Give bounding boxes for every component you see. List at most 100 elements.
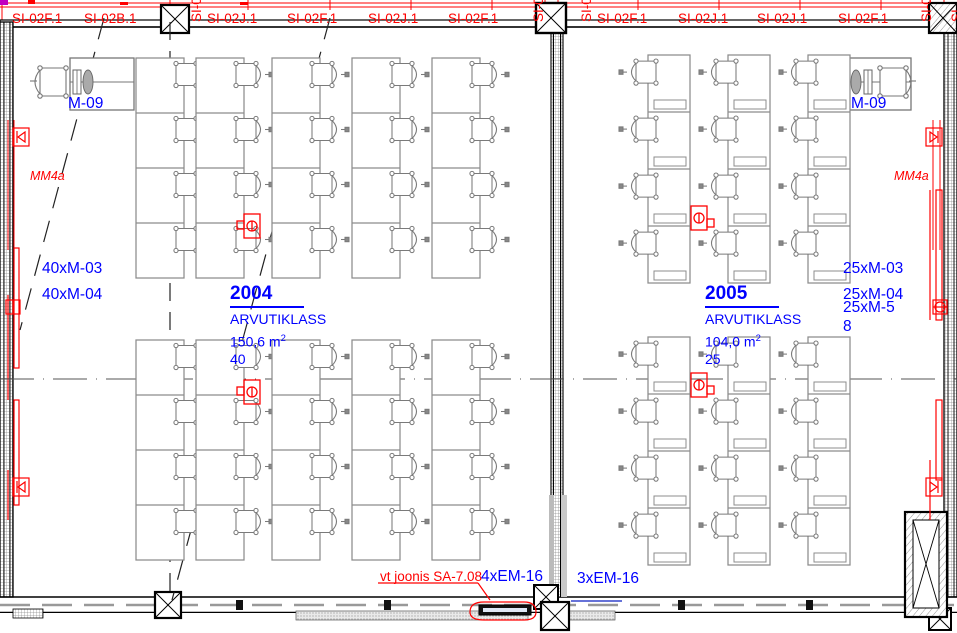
wall-tag-9: SI-02F.1: [838, 11, 889, 26]
desk-bank: [698, 54, 771, 284]
chair-symbol: [698, 454, 739, 482]
chair-symbol: [618, 454, 659, 482]
top-left-markers: [0, 0, 248, 5]
equipment-label-25xm-03-2: 25xM-03: [843, 260, 904, 277]
desk-bank: [778, 336, 851, 566]
bottom-label-1: 4xEM-16: [481, 568, 544, 585]
chair-symbol: [778, 58, 819, 86]
equipment-label-m-09-7: M-09: [851, 95, 887, 112]
chair-symbol: [309, 452, 350, 481]
chair-symbol: [389, 452, 430, 481]
chair-symbol: [778, 397, 819, 425]
chair-symbol: [469, 397, 510, 426]
chair-symbol: [698, 397, 739, 425]
bottom-label-2: 3xEM-16: [577, 570, 640, 587]
chair-symbol: [778, 340, 819, 368]
chair-symbol: [233, 115, 274, 144]
chair-symbol: [469, 115, 510, 144]
chair-symbol: [389, 170, 430, 199]
bottom-callout-leader: [378, 582, 537, 621]
vertical-wall-tag-1: SI-02A.1: [531, 0, 546, 22]
chair-symbol: [309, 225, 350, 254]
equipment-label-40xm-03-0: 40xM-03: [42, 260, 103, 277]
desk-bank: [778, 54, 851, 284]
top-wall: [0, 19, 957, 28]
chair-symbol: [618, 397, 659, 425]
equipment-label-25xm-04-3: 25xM-04: [843, 286, 904, 303]
chair-symbol: [698, 172, 739, 200]
chair-symbol: [309, 507, 350, 536]
chair-symbol: [698, 511, 739, 539]
vertical-wall-tag-3: SI-02A.1: [919, 0, 934, 22]
chair-symbol: [698, 340, 739, 368]
mm-tag-1: MM4a: [894, 169, 929, 183]
desk-bank: [271, 57, 350, 279]
structural-columns: [153, 1, 957, 632]
room-number-2005: 2005: [705, 283, 748, 304]
chair-symbol: [233, 452, 274, 481]
chair-symbol: [389, 115, 430, 144]
mm-tag-0: MM4a: [30, 169, 65, 183]
chair-symbol: [698, 58, 739, 86]
wall-tag-6: SI-02F.1: [597, 11, 648, 26]
chair-symbol: [389, 507, 430, 536]
chair-symbol: [233, 60, 274, 89]
floor-outlet-symbol-3: [690, 372, 715, 398]
desk-bank: [618, 336, 691, 566]
wall-tag-2: SI-02J.1: [207, 11, 258, 26]
chair-symbol: [618, 115, 659, 143]
room-2005-underline: [705, 306, 779, 308]
chair-symbol: [618, 229, 659, 257]
chair-symbol: [469, 452, 510, 481]
vertical-wall-tag-0: SI-02A.1: [189, 0, 204, 22]
chair-symbol: [469, 60, 510, 89]
floor-outlet-symbol-0: [236, 213, 261, 239]
room-area-2004: 150,6 m2: [230, 333, 286, 350]
wall-tag-1: SI-02B.1: [84, 11, 137, 26]
chair-symbol: [698, 229, 739, 257]
wall-device-symbols-left: [5, 120, 30, 520]
chair-symbol: [389, 342, 430, 371]
chair-symbol: [233, 397, 274, 426]
chair-symbol: [389, 225, 430, 254]
vertical-wall-tag-4: SI: [949, 9, 957, 22]
room-capacity-2005: 25: [705, 351, 721, 367]
chair-symbol: [778, 115, 819, 143]
chair-symbol: [469, 507, 510, 536]
floor-outlet-symbol-1: [236, 379, 261, 405]
desk-bank: [351, 339, 430, 561]
room-capacity-2004: 40: [230, 351, 246, 367]
desk-bank: [431, 339, 510, 561]
chair-symbol: [233, 170, 274, 199]
desk-bank: [195, 57, 274, 279]
chair-symbol: [309, 170, 350, 199]
room-2004-underline: [230, 306, 304, 308]
chair-symbol: [309, 60, 350, 89]
workstation-furniture-layer: [135, 54, 851, 566]
bottom-equipment-box: [478, 604, 532, 616]
room-name-2004: ARVUTIKLASS: [230, 311, 327, 327]
equipment-label-m-09-6: M-09: [68, 95, 104, 112]
equipment-label-25xm-5-4: 25xM-5: [843, 299, 895, 316]
floor-outlet-symbols: [236, 205, 715, 405]
floor-outlet-symbol-2: [690, 205, 715, 231]
chair-symbol: [389, 397, 430, 426]
bottom-label-0: vt joonis SA-7.08: [380, 569, 483, 584]
desk-bank: [618, 54, 691, 284]
wall-tag-4: SI-02J.1: [368, 11, 419, 26]
chair-symbol: [778, 454, 819, 482]
room-number-2004: 2004: [230, 283, 273, 304]
equipment-label-8-5: 8: [843, 318, 852, 335]
desk-bank: [351, 57, 430, 279]
chair-symbol: [469, 170, 510, 199]
chair-symbol: [618, 58, 659, 86]
wall-tag-3: SI-02F.1: [287, 11, 338, 26]
wall-tag-7: SI-02J.1: [678, 11, 729, 26]
wall-tag-8: SI-02J.1: [757, 11, 808, 26]
stairwell-shaft: [903, 510, 949, 619]
room-area-2005: 104,0 m2: [705, 333, 761, 350]
chair-symbol: [469, 225, 510, 254]
chair-symbol: [309, 342, 350, 371]
